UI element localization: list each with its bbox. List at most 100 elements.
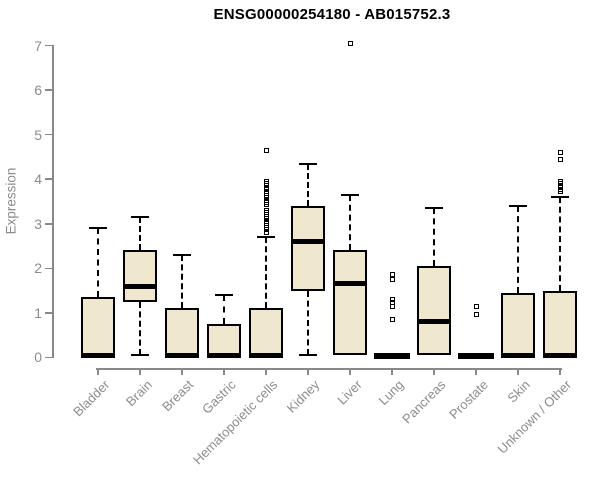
y-axis-line — [52, 44, 54, 359]
x-tick — [349, 368, 351, 375]
outlier-point — [557, 183, 563, 189]
y-tick — [45, 89, 52, 91]
upper-whisker-cap — [425, 207, 443, 210]
boxplot-median — [291, 239, 325, 245]
upper-whisker-cap — [173, 253, 191, 256]
x-tick — [559, 368, 561, 375]
upper-whisker-cap — [509, 204, 527, 207]
x-tick — [139, 368, 141, 375]
outlier-point — [557, 150, 563, 156]
y-tick — [45, 312, 52, 314]
upper-whisker — [139, 217, 141, 251]
y-tick-label: 0 — [34, 349, 42, 366]
x-tick — [307, 368, 309, 375]
upper-whisker — [181, 254, 183, 309]
boxplot-box — [123, 250, 157, 302]
upper-whisker-cap — [89, 227, 107, 230]
upper-whisker-cap — [299, 162, 317, 165]
y-tick-label: 3 — [34, 215, 42, 232]
boxplot-box — [417, 266, 451, 356]
upper-whisker-cap — [257, 236, 275, 239]
outlier-point — [389, 272, 395, 277]
y-tick — [45, 356, 52, 359]
upper-whisker — [349, 194, 351, 251]
y-tick — [45, 223, 52, 225]
boxplot-flat-bar — [374, 352, 410, 359]
upper-whisker-cap — [131, 216, 149, 219]
boxplot-median — [123, 283, 157, 289]
outlier-point — [263, 201, 269, 207]
upper-whisker-cap — [215, 293, 233, 296]
boxplot-median — [417, 319, 451, 325]
boxplot-box — [81, 297, 115, 358]
x-tick-label: Breast — [159, 377, 197, 415]
outlier-point — [389, 304, 395, 310]
y-axis-label: Expression — [3, 167, 19, 235]
x-tick-label: Pancreas — [399, 377, 449, 427]
x-tick — [391, 368, 393, 375]
boxplot-box — [165, 308, 199, 358]
x-tick-label: Bladder — [70, 377, 113, 420]
upper-whisker — [97, 228, 99, 298]
boxplot-box — [333, 250, 367, 356]
upper-whisker-cap — [341, 193, 359, 196]
y-tick — [45, 133, 52, 136]
x-tick-label: Brain — [122, 377, 155, 410]
boxplot-median — [543, 352, 577, 358]
y-tick-label: 5 — [34, 126, 42, 143]
x-tick-label: Gastric — [198, 377, 239, 417]
x-tick — [97, 368, 99, 375]
outlier-point — [557, 186, 563, 192]
x-tick-label: Kidney — [283, 377, 323, 416]
x-tick — [181, 368, 183, 375]
outlier-point — [389, 316, 395, 322]
boxplot-box — [543, 290, 577, 358]
upper-whisker-cap — [551, 196, 569, 199]
outlier-point — [263, 147, 269, 153]
outlier-point — [263, 229, 269, 235]
outlier-point — [557, 157, 563, 163]
y-tick — [45, 44, 52, 47]
x-tick-label: Liver — [334, 377, 365, 408]
x-tick — [265, 368, 267, 375]
y-tick-label: 6 — [34, 82, 42, 99]
upper-whisker — [307, 163, 309, 206]
boxplot-median — [207, 352, 241, 358]
y-tick-label: 7 — [34, 37, 42, 54]
boxplot-median — [165, 352, 199, 358]
upper-whisker — [559, 197, 561, 291]
outlier-point — [557, 181, 563, 187]
boxplot-median — [249, 352, 283, 358]
outlier-point — [347, 40, 353, 46]
lower-whisker — [139, 301, 141, 356]
x-tick — [433, 368, 435, 375]
chart-title: ENSG00000254180 - AB015752.3 — [213, 6, 451, 23]
y-tick-label: 1 — [34, 304, 42, 321]
outlier-point — [473, 303, 479, 309]
boxplot-median — [81, 352, 115, 358]
y-tick — [45, 267, 52, 270]
x-tick — [517, 368, 519, 375]
x-tick-label: Prostate — [445, 377, 491, 422]
upper-whisker — [517, 205, 519, 293]
y-tick-label: 2 — [34, 260, 42, 277]
x-axis-line — [96, 368, 562, 370]
lower-whisker — [307, 290, 309, 356]
outlier-point — [557, 189, 563, 195]
x-tick — [475, 368, 477, 375]
boxplot-box — [249, 308, 283, 358]
x-tick-label: Lung — [375, 377, 407, 409]
boxplot-box — [501, 292, 535, 358]
boxplot-median — [501, 352, 535, 358]
outlier-point — [473, 311, 479, 317]
x-tick-label: Unknown / Other — [495, 377, 575, 457]
boxplot-box — [291, 205, 325, 291]
lower-whisker-cap — [131, 354, 149, 357]
boxplot-box — [207, 323, 241, 358]
x-tick — [223, 368, 225, 375]
upper-whisker — [223, 294, 225, 324]
boxplot-flat-bar — [458, 352, 494, 359]
boxplot-median — [333, 281, 367, 287]
outlier-point — [389, 277, 395, 283]
